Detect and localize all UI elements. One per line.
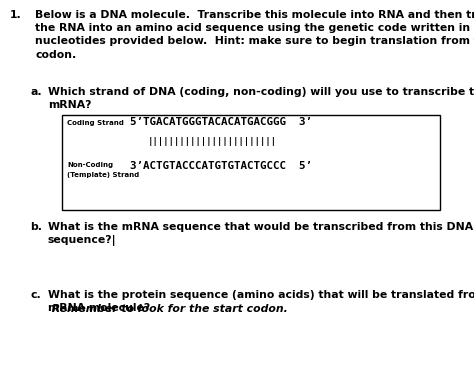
Text: Coding Strand: Coding Strand (67, 120, 124, 126)
Text: What is the protein sequence (amino acids) that will be translated from this
mRN: What is the protein sequence (amino acid… (48, 290, 474, 313)
Text: Non-Coding: Non-Coding (67, 162, 113, 168)
Text: What is the mRNA sequence that would be transcribed from this DNA
sequence?|: What is the mRNA sequence that would be … (48, 222, 473, 246)
Text: a.: a. (30, 87, 42, 97)
Text: c.: c. (30, 290, 41, 300)
Bar (62, 115, 440, 210)
Text: (Template) Strand: (Template) Strand (67, 172, 139, 178)
Text: Below is a DNA molecule.  Transcribe this molecule into RNA and then translate
t: Below is a DNA molecule. Transcribe this… (35, 10, 474, 59)
Text: 3’ACTGTACCCATGTGTACTGCCC  5’: 3’ACTGTACCCATGTGTACTGCCC 5’ (130, 161, 312, 171)
Text: 5’TGACATGGGTACACATGACGGG  3’: 5’TGACATGGGTACACATGACGGG 3’ (130, 117, 312, 127)
Text: b.: b. (30, 222, 42, 232)
Text: Remember to look for the start codon.: Remember to look for the start codon. (48, 304, 288, 314)
Text: 1.: 1. (10, 10, 22, 20)
Text: ||||||||||||||||||||||||: |||||||||||||||||||||||| (148, 137, 277, 146)
Text: Which strand of DNA (coding, non-coding) will you use to transcribe the
mRNA?: Which strand of DNA (coding, non-coding)… (48, 87, 474, 110)
